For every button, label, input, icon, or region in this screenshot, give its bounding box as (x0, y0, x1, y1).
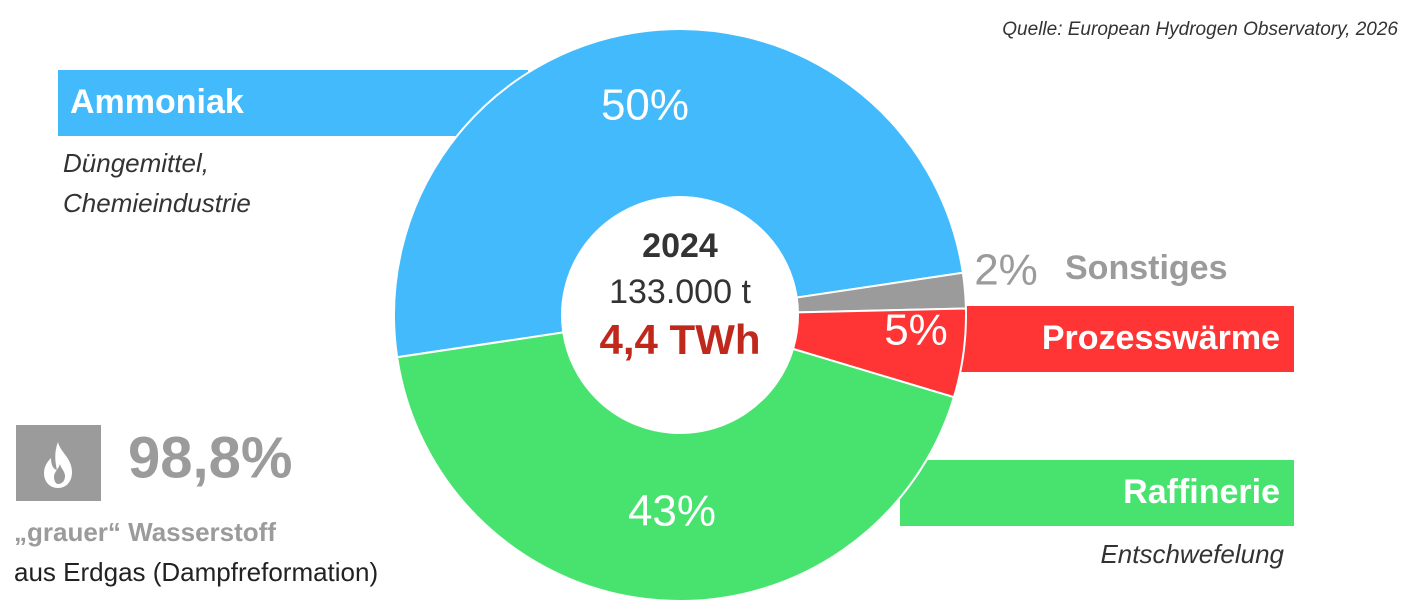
highlight-subtitle: aus Erdgas (Dampfreformation) (14, 557, 378, 587)
label-bar (900, 460, 1294, 526)
value-label: 50% (601, 81, 689, 130)
category-note: Entschwefelung (1100, 539, 1284, 569)
category-note: Chemieindustrie (63, 188, 251, 218)
source: Quelle: European Hydrogen Observatory, 2… (1002, 19, 1398, 40)
highlight-title: „grauer“ Wasserstoff (14, 517, 276, 547)
flame-icon (44, 442, 72, 488)
center-energy: 4,4 TWh (599, 316, 760, 363)
highlight-share: 98,8% (128, 425, 292, 490)
label-bar (58, 70, 528, 136)
value-label: 2% (974, 246, 1038, 295)
category-label: Sonstiges (1065, 249, 1227, 287)
category-label: Prozesswärme (1042, 319, 1280, 357)
donut-hole (562, 197, 798, 433)
label-bar (930, 306, 1294, 372)
category-label: Raffinerie (1123, 473, 1280, 511)
category-note: Düngemittel, (63, 148, 209, 178)
center-year: 2024 (642, 227, 718, 265)
value-label: 43% (628, 487, 716, 536)
value-label: 5% (884, 306, 948, 355)
center-mass: 133.000 t (609, 273, 751, 311)
category-label: Ammoniak (70, 83, 244, 121)
